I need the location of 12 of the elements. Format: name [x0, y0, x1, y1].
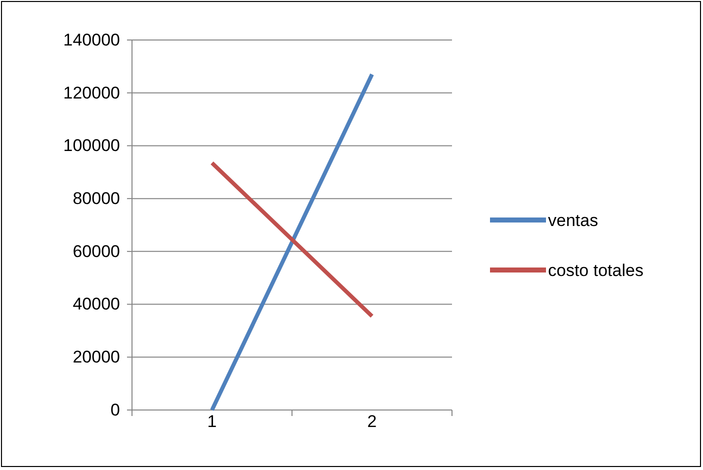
y-tick-label: 0 — [110, 400, 120, 420]
x-tick-label: 2 — [367, 412, 377, 431]
y-tick-label: 60000 — [72, 242, 120, 261]
legend-label: ventas — [548, 211, 598, 230]
y-tick-label: 120000 — [63, 83, 120, 102]
y-tick-label: 80000 — [72, 189, 120, 208]
legend-label: costo totales — [548, 261, 644, 280]
y-tick-label: 140000 — [63, 30, 120, 50]
y-tick-label: 40000 — [72, 294, 120, 314]
y-tick-label: 100000 — [63, 136, 120, 156]
y-tick-label: 20000 — [72, 348, 120, 367]
x-tick-label: 1 — [207, 412, 217, 431]
